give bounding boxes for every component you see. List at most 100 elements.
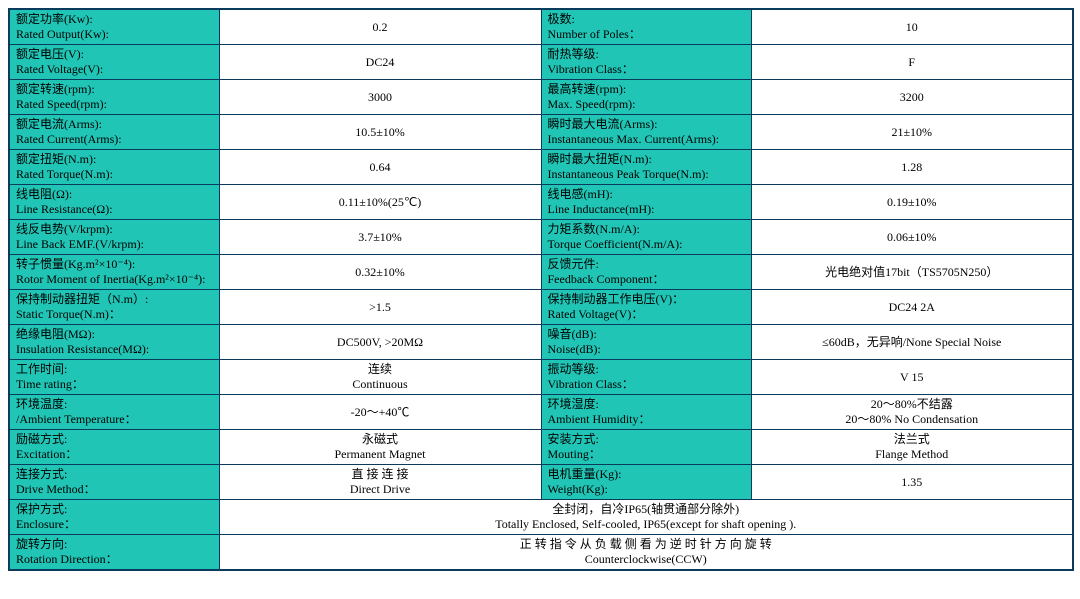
left-label-cn: 工作时间: xyxy=(16,362,213,377)
full-label-en: Enclosure： xyxy=(16,517,213,532)
right-value: V 15 xyxy=(751,360,1073,395)
right-label: 耐热等级:Vibration Class： xyxy=(541,45,751,80)
left-label: 额定电流(Arms):Rated Current(Arms): xyxy=(9,115,219,150)
left-value: 永磁式Permanent Magnet xyxy=(219,430,541,465)
table-row: 额定扭矩(N.m):Rated Torque(N.m):0.64瞬时最大扭矩(N… xyxy=(9,150,1073,185)
left-value: DC24 xyxy=(219,45,541,80)
right-label-en: Feedback Component： xyxy=(548,272,745,287)
right-label-cn: 极数: xyxy=(548,12,745,27)
left-label-cn: 额定转速(rpm): xyxy=(16,82,213,97)
right-label: 保持制动器工作电压(V)：Rated Voltage(V)： xyxy=(541,290,751,325)
left-value: 3.7±10% xyxy=(219,220,541,255)
left-label-cn: 额定扭矩(N.m): xyxy=(16,152,213,167)
left-label-en: Static Torque(N.m)： xyxy=(16,307,213,322)
left-label: 额定转速(rpm):Rated Speed(rpm): xyxy=(9,80,219,115)
right-value: 20～80%不结露20～80% No Condensation xyxy=(751,395,1073,430)
left-label: 连接方式:Drive Method： xyxy=(9,465,219,500)
full-value: 全封闭，自冷IP65(轴贯通部分除外)Totally Enclosed, Sel… xyxy=(219,500,1073,535)
left-label-cn: 线电阻(Ω): xyxy=(16,187,213,202)
right-label-en: Torque Coefficient(N.m/A): xyxy=(548,237,745,252)
left-label-cn: 线反电势(V/krpm): xyxy=(16,222,213,237)
table-row: 工作时间:Time rating： 连续Continuous 振动等级:Vibrat… xyxy=(9,360,1073,395)
left-value-en: Permanent Magnet xyxy=(226,447,535,462)
left-label: 线反电势(V/krpm):Line Back EMF.(V/krpm): xyxy=(9,220,219,255)
full-label-en: Rotation Direction： xyxy=(16,552,213,567)
right-value: DC24 2A xyxy=(751,290,1073,325)
right-label: 反馈元件:Feedback Component： xyxy=(541,255,751,290)
right-label-cn: 反馈元件: xyxy=(548,257,745,272)
right-label-cn: 最高转速(rpm): xyxy=(548,82,745,97)
table-row: 额定电压(V):Rated Voltage(V):DC24耐热等级:Vibrat… xyxy=(9,45,1073,80)
left-label-cn: 转子惯量(Kg.m²×10⁻⁴): xyxy=(16,257,213,272)
left-label-cn: 励磁方式: xyxy=(16,432,213,447)
left-label-en: Excitation： xyxy=(16,447,213,462)
right-label: 力矩系数(N.m/A):Torque Coefficient(N.m/A): xyxy=(541,220,751,255)
table-row: 励磁方式:Excitation：永磁式Permanent Magnet安装方式:… xyxy=(9,430,1073,465)
left-label-en: Rated Torque(N.m): xyxy=(16,167,213,182)
table-row: 额定功率(Kw):Rated Output(Kw):0.2极数:Number o… xyxy=(9,9,1073,45)
table-row: 线电阻(Ω):Line Resistance(Ω): 0.11±10%(25℃) 线… xyxy=(9,185,1073,220)
table-row-full: 保护方式:Enclosure：全封闭，自冷IP65(轴贯通部分除外)Totall… xyxy=(9,500,1073,535)
full-value-cn: 全封闭，自冷IP65(轴贯通部分除外) xyxy=(226,502,1067,517)
right-label: 环境湿度:Ambient Humidity： xyxy=(541,395,751,430)
right-value-en: Flange Method xyxy=(758,447,1067,462)
right-label-en: Mouting： xyxy=(548,447,745,462)
left-label-en: Rated Output(Kw): xyxy=(16,27,213,42)
left-value: >1.5 xyxy=(219,290,541,325)
left-value: 0.32±10% xyxy=(219,255,541,290)
right-label-en: Instantaneous Max. Current(Arms): xyxy=(548,132,745,147)
left-label-en: Time rating： xyxy=(16,377,213,392)
left-label-en: /Ambient Temperature： xyxy=(16,412,213,427)
table-row: 保持制动器扭矩（N.m）:Static Torque(N.m)： >1.5保持制动… xyxy=(9,290,1073,325)
right-label-en: Rated Voltage(V)： xyxy=(548,307,745,322)
left-label-cn: 额定功率(Kw): xyxy=(16,12,213,27)
right-label: 振动等级:Vibration Class： xyxy=(541,360,751,395)
left-value-cn: 连续 xyxy=(226,362,535,377)
left-value: DC500V, >20MΩ xyxy=(219,325,541,360)
table-row: 连接方式:Drive Method：直 接 连 接Direct Drive电机重… xyxy=(9,465,1073,500)
left-label: 额定电压(V):Rated Voltage(V): xyxy=(9,45,219,80)
right-value: 1.28 xyxy=(751,150,1073,185)
table-row-full: 旋转方向:Rotation Direction：正 转 指 令 从 负 载 侧 … xyxy=(9,535,1073,571)
table-row: 额定转速(rpm):Rated Speed(rpm):3000最高转速(rpm)… xyxy=(9,80,1073,115)
right-value: 0.19±10% xyxy=(751,185,1073,220)
left-label: 环境温度:/Ambient Temperature： xyxy=(9,395,219,430)
left-label-cn: 保持制动器扭矩（N.m）: xyxy=(16,292,213,307)
right-label-cn: 力矩系数(N.m/A): xyxy=(548,222,745,237)
right-value: 3200 xyxy=(751,80,1073,115)
left-value: 0.11±10%(25℃) xyxy=(219,185,541,220)
left-value-en: Continuous xyxy=(226,377,535,392)
right-label-cn: 噪音(dB): xyxy=(548,327,745,342)
left-label-en: Rated Current(Arms): xyxy=(16,132,213,147)
table-row: 转子惯量(Kg.m²×10⁻⁴):Rotor Moment of Inertia… xyxy=(9,255,1073,290)
right-value: 1.35 xyxy=(751,465,1073,500)
right-label-en: Line Inductance(mH): xyxy=(548,202,745,217)
right-label-cn: 线电感(mH): xyxy=(548,187,745,202)
right-label-en: Vibration Class： xyxy=(548,62,745,77)
table-row: 线反电势(V/krpm):Line Back EMF.(V/krpm):3.7±… xyxy=(9,220,1073,255)
left-value-cn: 直 接 连 接 xyxy=(226,467,535,482)
full-label: 旋转方向:Rotation Direction： xyxy=(9,535,219,571)
full-value: 正 转 指 令 从 负 载 侧 看 为 逆 时 针 方 向 旋 转Counter… xyxy=(219,535,1073,571)
left-value: 直 接 连 接Direct Drive xyxy=(219,465,541,500)
right-label: 极数:Number of Poles： xyxy=(541,9,751,45)
left-label-en: Drive Method： xyxy=(16,482,213,497)
right-label-cn: 耐热等级: xyxy=(548,47,745,62)
left-label: 工作时间:Time rating： xyxy=(9,360,219,395)
right-label-en: Vibration Class： xyxy=(548,377,745,392)
right-value-cn: 法兰式 xyxy=(758,432,1067,447)
full-value-en: Counterclockwise(CCW) xyxy=(226,552,1067,567)
right-value: ≤60dB，无异响/None Special Noise xyxy=(751,325,1073,360)
right-label: 瞬时最大扭矩(N.m):Instantaneous Peak Torque(N.… xyxy=(541,150,751,185)
left-label-en: Rotor Moment of Inertia(Kg.m²×10⁻⁴): xyxy=(16,272,213,287)
left-label-en: Insulation Resistance(MΩ): xyxy=(16,342,213,357)
right-value: 法兰式Flange Method xyxy=(751,430,1073,465)
left-label-en: Line Resistance(Ω): xyxy=(16,202,213,217)
right-label: 电机重量(Kg):Weight(Kg): xyxy=(541,465,751,500)
left-value-en: Direct Drive xyxy=(226,482,535,497)
right-label-cn: 电机重量(Kg): xyxy=(548,467,745,482)
table-row: 环境温度:/Ambient Temperature：-20～+40℃环境湿度:A… xyxy=(9,395,1073,430)
right-value-en: 20～80% No Condensation xyxy=(758,412,1067,427)
right-label: 噪音(dB):Noise(dB): xyxy=(541,325,751,360)
left-label-en: Rated Speed(rpm): xyxy=(16,97,213,112)
